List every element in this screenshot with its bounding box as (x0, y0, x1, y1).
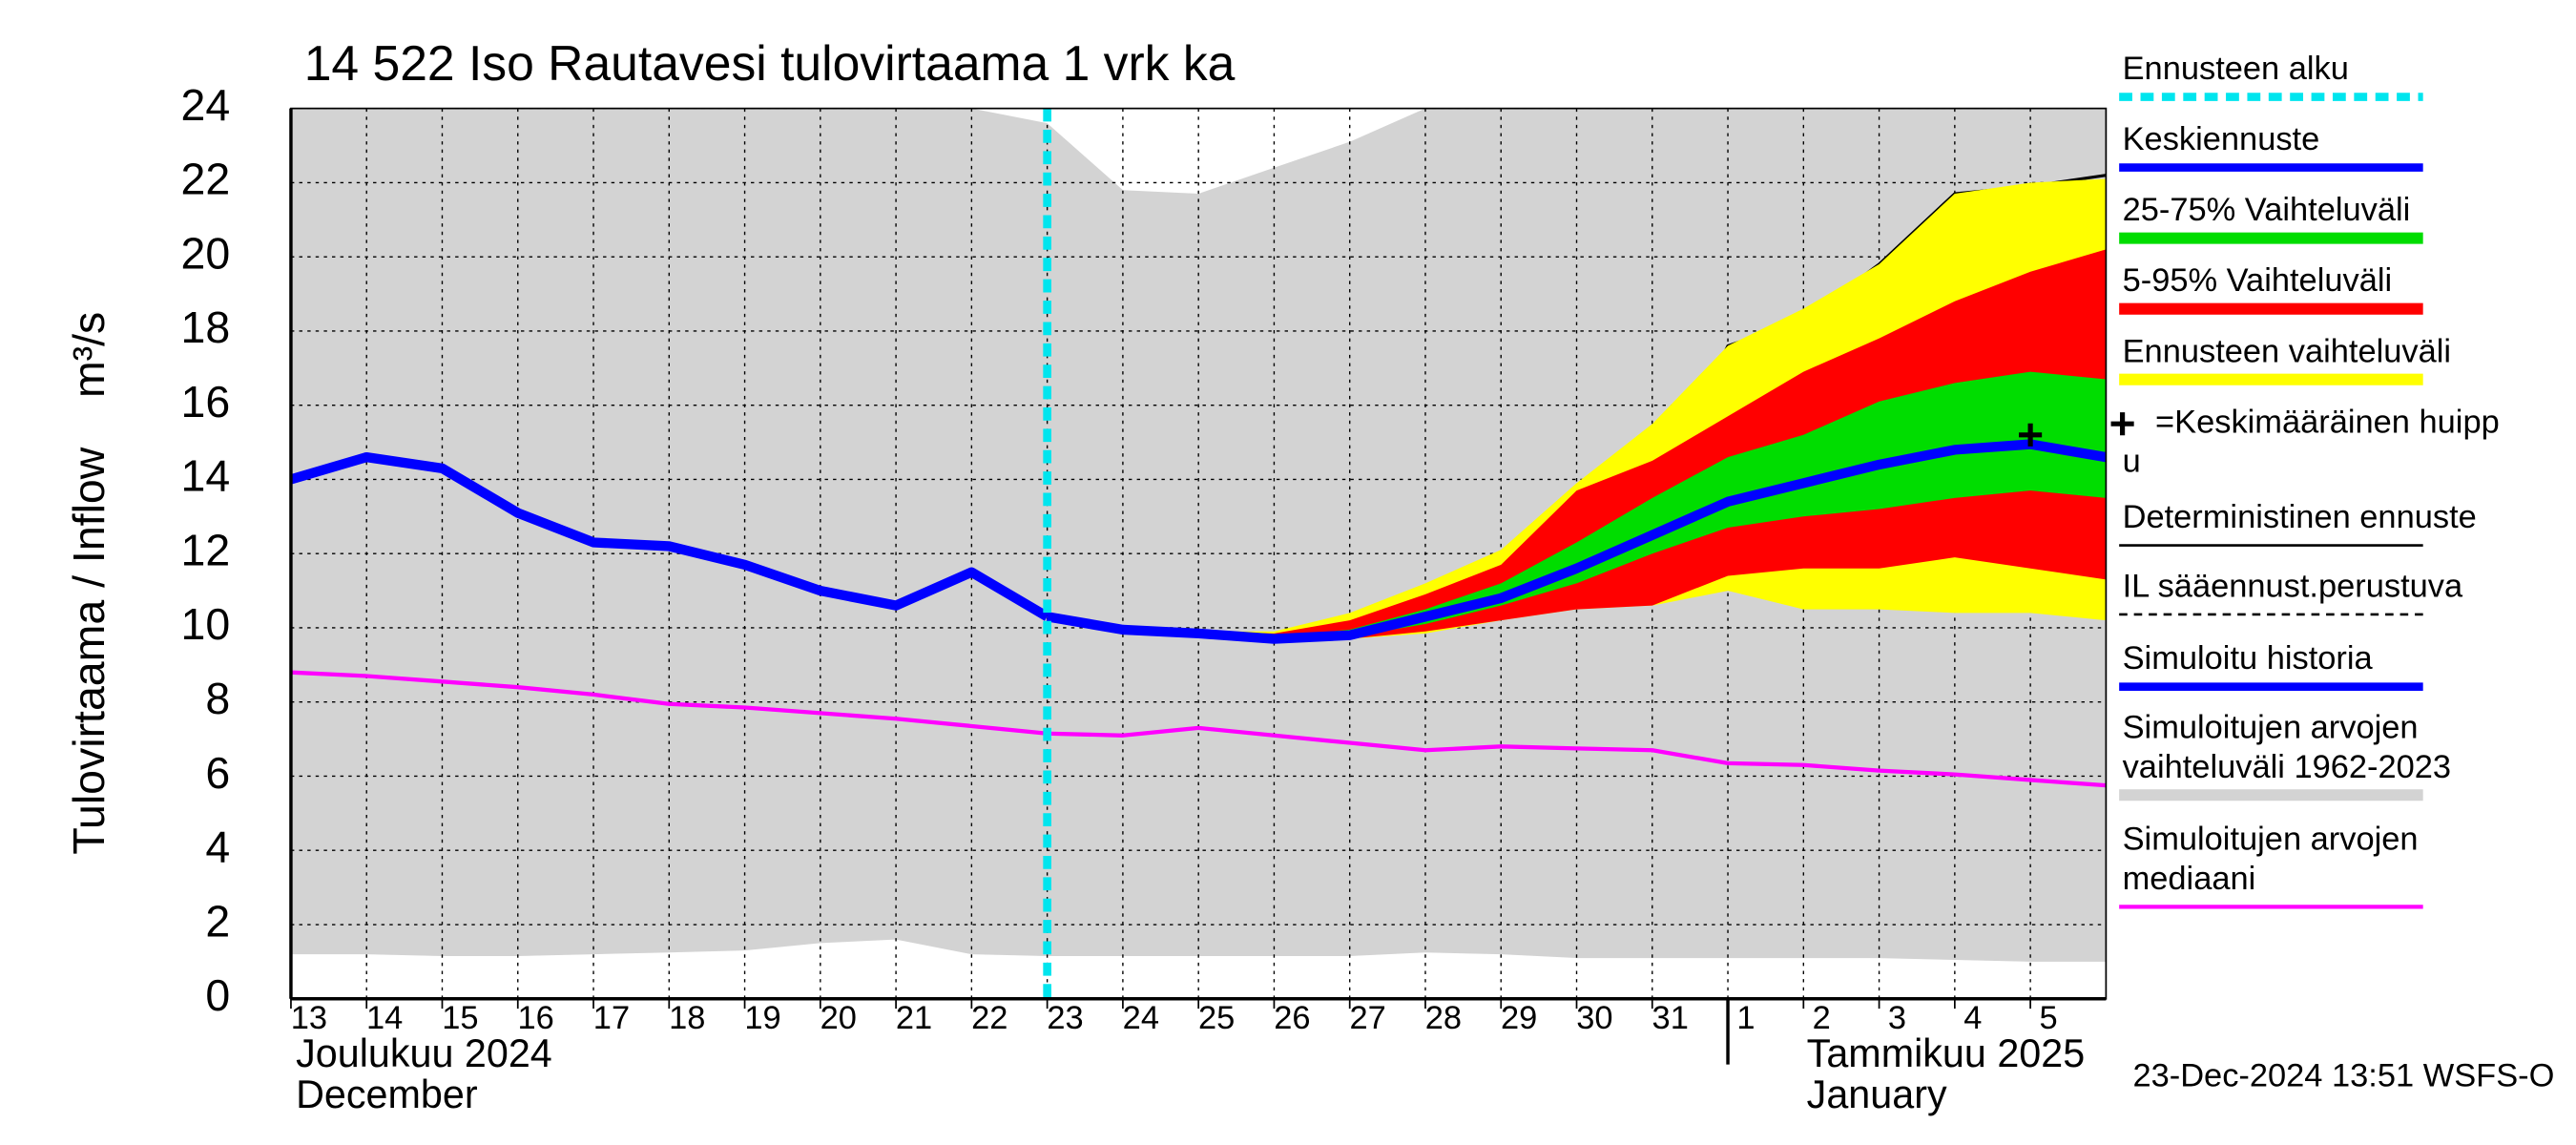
month-label: December (296, 1072, 478, 1116)
y-tick-label: 20 (181, 228, 231, 278)
x-tick-label: 15 (442, 1000, 478, 1036)
legend-label: 5-95% Vaihteluväli (2123, 262, 2393, 299)
x-tick-label: 2 (1813, 1000, 1831, 1036)
x-tick-label: 13 (291, 1000, 327, 1036)
x-tick-label: 25 (1198, 1000, 1235, 1036)
y-tick-label: 4 (205, 822, 230, 872)
legend-label: Ennusteen alku (2123, 51, 2349, 87)
x-tick-label: 29 (1501, 1000, 1537, 1036)
x-tick-label: 28 (1425, 1000, 1462, 1036)
y-tick-label: 8 (205, 674, 230, 723)
legend-label: Keskiennuste (2123, 121, 2320, 157)
y-tick-label: 14 (181, 451, 231, 501)
x-tick-label: 14 (366, 1000, 403, 1036)
x-tick-label: 22 (971, 1000, 1008, 1036)
legend-label: vaihteluväli 1962-2023 (2123, 749, 2451, 785)
band (1047, 371, 2107, 641)
y-tick-label: 12 (181, 525, 231, 574)
y-tick-label: 18 (181, 302, 231, 352)
month-label: Joulukuu 2024 (296, 1031, 552, 1075)
month-label: Tammikuu 2025 (1807, 1031, 2086, 1075)
y-axis-label: Tulovirtaama / Inflow m³/s (64, 312, 114, 855)
x-tick-label: 1 (1736, 1000, 1755, 1036)
x-tick-label: 17 (593, 1000, 630, 1036)
legend-label: 25-75% Vaihteluväli (2123, 192, 2411, 228)
legend-label: Simuloitujen arvojen (2123, 822, 2419, 858)
peak-marker (2019, 423, 2043, 447)
y-tick-label: 10 (181, 599, 231, 649)
line (1046, 439, 2107, 644)
x-tick-label: 5 (2039, 1000, 2057, 1036)
y-tick-label: 22 (181, 155, 231, 204)
x-tick-label: 31 (1652, 1000, 1689, 1036)
legend-label: Deterministinen ennuste (2123, 499, 2477, 535)
y-tick-label: 24 (181, 80, 231, 130)
x-tick-label: 18 (669, 1000, 705, 1036)
legend-label: mediaani (2123, 861, 2256, 897)
plot (290, 108, 2107, 999)
x-tick-label: 4 (1963, 1000, 1982, 1036)
y-tick-label: 2 (205, 896, 230, 946)
chart-title: 14 522 Iso Rautavesi tulovirtaama 1 vrk … (304, 35, 1236, 91)
legend-label: u (2123, 444, 2141, 480)
legend-symbol (2110, 412, 2134, 436)
x-tick-label: 27 (1349, 1000, 1385, 1036)
band (1047, 249, 2107, 643)
x-tick-label: 19 (744, 1000, 780, 1036)
y-tick-label: 6 (205, 748, 230, 798)
month-label: January (1807, 1072, 1947, 1116)
x-tick-label: 23 (1047, 1000, 1083, 1036)
x-tick-label: 20 (821, 1000, 857, 1036)
legend-label: Ennusteen vaihteluväli (2123, 333, 2451, 369)
line (290, 451, 1050, 621)
y-tick-label: 0 (205, 970, 230, 1020)
x-tick-label: 16 (518, 1000, 554, 1036)
x-tick-label: 24 (1123, 1000, 1159, 1036)
x-tick-label: 26 (1274, 1000, 1310, 1036)
line (290, 670, 2107, 788)
timestamp: 23-Dec-2024 13:51 WSFS-O (2132, 1058, 2554, 1094)
legend-label: IL sääennust.perustuva (2123, 568, 2463, 604)
legend-label: Simuloitu historia (2123, 640, 2374, 677)
legend-label: Simuloitujen arvojen (2123, 710, 2419, 746)
x-tick-label: 3 (1888, 1000, 1906, 1036)
y-tick-label: 16 (181, 377, 231, 427)
legend-label: =Keskimääräinen huipp (2155, 404, 2500, 440)
x-tick-label: 21 (896, 1000, 932, 1036)
x-tick-label: 30 (1576, 1000, 1612, 1036)
